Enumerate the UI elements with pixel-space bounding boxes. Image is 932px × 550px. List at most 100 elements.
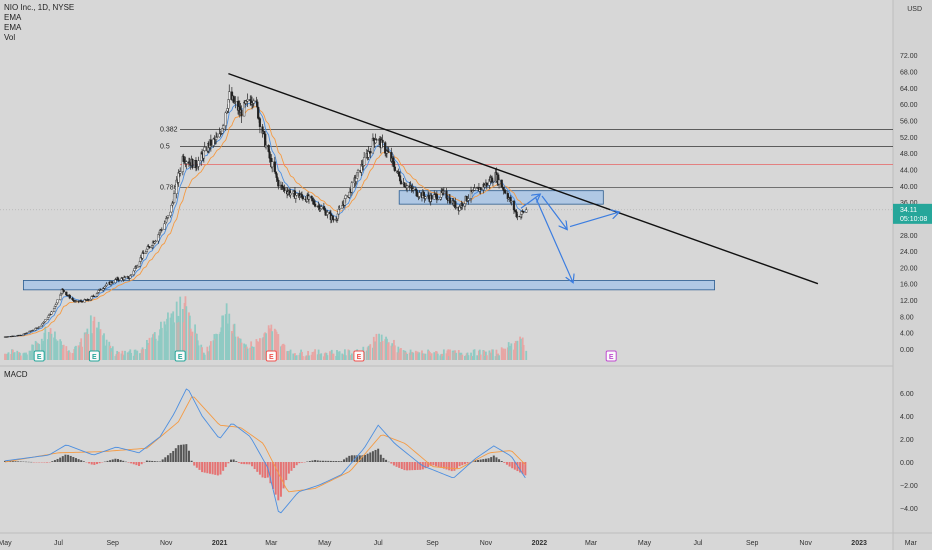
trendline[interactable]	[228, 72, 819, 285]
macd-histogram-bar	[151, 460, 154, 462]
earnings-marker-beat[interactable]	[174, 350, 186, 362]
projection-arrow[interactable]	[569, 212, 618, 228]
candle-body	[424, 196, 427, 199]
earnings-marker-miss[interactable]	[353, 350, 365, 362]
fib-label: 0.382	[160, 126, 178, 133]
time-tick-label: Sep	[746, 540, 759, 547]
macd-histogram-bar	[285, 462, 288, 481]
price-axis-background	[893, 0, 932, 550]
macd-histogram-bar	[224, 462, 227, 468]
candle-body	[273, 161, 276, 172]
macd-histogram-bar	[329, 460, 332, 462]
macd-histogram-bar	[461, 462, 464, 466]
indicator-ema-1[interactable]: EMA	[4, 13, 22, 22]
volume-bar	[259, 338, 261, 360]
volume-bar	[473, 349, 476, 360]
volume-bar	[387, 342, 390, 360]
symbol-title[interactable]: NIO Inc., 1D, NYSE	[4, 3, 75, 12]
volume-bar	[252, 346, 255, 360]
candle-body	[50, 311, 53, 315]
macd-histogram-bar	[237, 462, 240, 463]
macd-histogram-bar	[340, 461, 343, 462]
volume-bar	[234, 336, 237, 360]
projection-arrow[interactable]	[520, 195, 539, 209]
candle-body	[277, 179, 280, 187]
candle-body	[224, 112, 227, 126]
macd-histogram-bar	[122, 460, 125, 462]
candle-body	[461, 203, 464, 207]
indicator-vol[interactable]: Vol	[4, 33, 16, 42]
descending-trendline[interactable]	[228, 72, 819, 285]
macd-histogram-bar	[327, 460, 330, 462]
macd-histogram-bar	[519, 462, 522, 473]
macd-histogram-bar	[498, 459, 501, 462]
support-zone[interactable]	[22, 280, 715, 291]
time-tick-label: Mar	[585, 540, 598, 547]
volume-bar	[289, 349, 292, 360]
macd-histogram-bar	[169, 453, 172, 462]
macd-histogram-bar	[156, 461, 159, 462]
volume-bar	[75, 345, 77, 360]
volume-bar	[418, 352, 421, 360]
volume-bar	[332, 353, 335, 360]
macd-histogram-bar	[434, 462, 437, 467]
last-price-countdown: 05:10:08	[900, 216, 927, 223]
macd-histogram-bar	[345, 457, 348, 462]
candle-body	[47, 315, 50, 318]
volume-bar	[222, 315, 225, 360]
indicator-ema-2[interactable]: EMA	[4, 23, 22, 32]
earnings-marker-beat[interactable]	[33, 350, 45, 362]
volume-bar	[160, 327, 163, 360]
macd-histogram-bar	[316, 460, 319, 462]
earnings-marker-beat[interactable]	[88, 350, 100, 362]
last-price-tag[interactable]	[893, 203, 932, 224]
volume-bar	[301, 351, 303, 360]
volume-bar	[99, 329, 102, 360]
volume-bar	[455, 352, 458, 360]
macd-histogram-bar	[353, 455, 356, 462]
volume-bar	[117, 351, 120, 360]
candle-body	[271, 161, 274, 168]
macd-histogram-bar	[437, 462, 440, 467]
macd-histogram-bar	[227, 462, 230, 464]
macd-histogram-bar	[474, 460, 477, 462]
price-tick-label: 16.00	[900, 282, 918, 289]
macd-histogram-bar	[14, 461, 17, 462]
price-axis[interactable]: 0.004.008.0012.0016.0020.0024.0028.0032.…	[893, 53, 932, 513]
earnings-marker-upcoming[interactable]	[605, 350, 617, 362]
macd-histogram-bar	[445, 462, 448, 470]
macd-histogram-bar	[59, 457, 62, 462]
macd-histogram-bar	[482, 459, 485, 462]
volume-bar	[447, 349, 450, 360]
earnings-marker-label: E	[178, 354, 183, 361]
candle-body	[332, 218, 335, 221]
macd-histogram-bar	[161, 459, 164, 462]
time-axis[interactable]: May Jul Sep Nov 2021 Mar May Jul Sep Nov 2022 Mar Ma…	[0, 540, 917, 547]
candle-body	[442, 190, 445, 192]
macd-histogram-bar	[187, 450, 190, 462]
candle-body	[209, 139, 212, 146]
support-zones[interactable]	[22, 190, 715, 291]
macd-histogram-bar	[180, 444, 183, 462]
candle-body	[222, 125, 225, 129]
macd-title[interactable]: MACD	[4, 370, 28, 379]
projection-arrow[interactable]	[541, 195, 567, 229]
macd-histogram-bar	[324, 460, 327, 462]
projection-arrow[interactable]	[535, 197, 573, 282]
candle-body	[258, 118, 262, 127]
macd-histogram-bar	[182, 444, 185, 462]
macd-histogram-bar	[277, 462, 280, 501]
candle-body	[136, 266, 139, 268]
macd-histogram-bar	[119, 459, 122, 462]
macd-histogram-bar	[80, 460, 83, 462]
projection-arrows[interactable]	[520, 195, 618, 282]
earnings-marker-miss[interactable]	[265, 350, 277, 362]
macd-histogram-bar	[398, 462, 401, 468]
time-tick-label: May	[638, 540, 652, 547]
macd-histogram-bar	[93, 462, 96, 465]
macd-histogram-bar	[222, 462, 225, 471]
volume-bar	[111, 346, 114, 360]
volume-bar	[216, 334, 218, 360]
